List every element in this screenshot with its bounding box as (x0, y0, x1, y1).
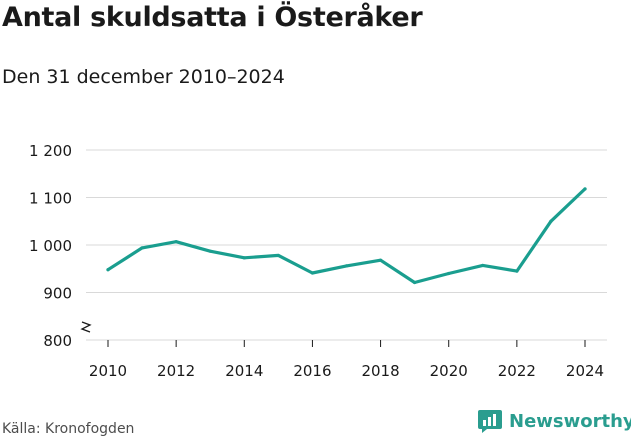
data-point (310, 271, 315, 275)
x-tick-label: 2010 (89, 362, 127, 380)
source-note: Källa: Kronofogden (2, 421, 135, 437)
y-tick-label: 900 (43, 285, 72, 303)
data-point (515, 269, 519, 273)
data-point (242, 256, 246, 260)
x-tick-label: 2016 (293, 362, 331, 380)
data-point (276, 253, 280, 258)
data-point (481, 263, 485, 268)
data-point (344, 264, 349, 268)
y-tick-label: 800 (43, 332, 72, 350)
series-line (106, 187, 587, 285)
chart-title: Antal skuldsatta i Österåker (2, 2, 423, 33)
data-point (447, 271, 451, 276)
x-tick-label: 2012 (157, 362, 195, 380)
x-tick-label: 2018 (361, 362, 399, 380)
y-tick-label: 1 000 (29, 237, 72, 255)
y-tick-label: 1 200 (29, 142, 72, 160)
data-point (106, 268, 110, 272)
data-point (583, 187, 587, 191)
brand-logo: Newsworthy (477, 408, 631, 434)
chart-subtitle: Den 31 december 2010–2024 (2, 66, 285, 88)
y-tick-label: 1 100 (29, 190, 72, 208)
data-point (378, 258, 383, 262)
axis-break-icon (80, 321, 92, 333)
data-point (413, 280, 417, 285)
x-tick-label: 2024 (566, 362, 604, 380)
data-point (208, 249, 212, 253)
x-tick-label: 2022 (498, 362, 536, 380)
data-point (174, 240, 178, 244)
x-tick-label: 2020 (430, 362, 468, 380)
x-tick-label: 2014 (225, 362, 263, 380)
newsworthy-logo-icon (478, 410, 502, 433)
data-point (549, 219, 553, 223)
data-point (140, 246, 144, 250)
brand-name: Newsworthy (509, 410, 631, 432)
